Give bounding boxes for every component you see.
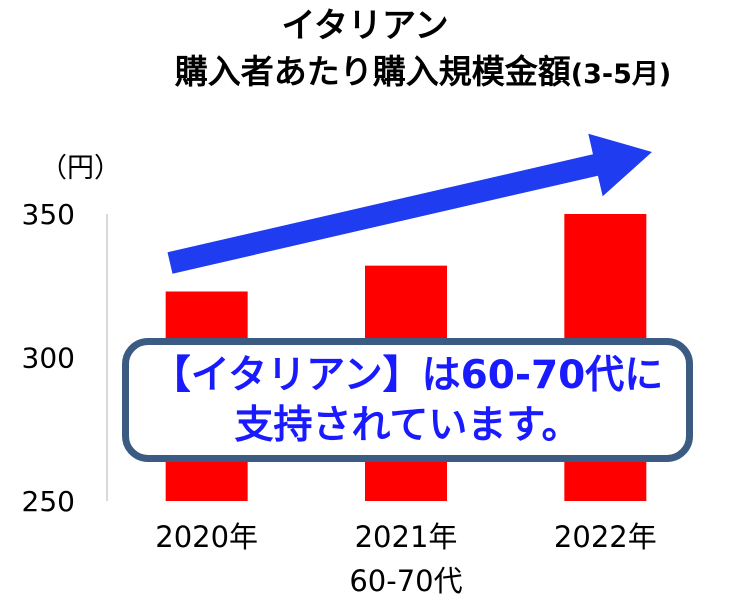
y-tick-label: 250 <box>22 485 75 518</box>
chart-title: イタリアン <box>281 6 449 46</box>
chart-subtitle: 購入者あたり購入規模金額(3-5月) <box>0 52 730 95</box>
chart-subtitle-main: 購入者あたり購入規模金額 <box>174 52 571 91</box>
callout-line-2: 支持されています。 <box>234 403 581 448</box>
callout-box: 【イタリアン】は60-70代に 支持されています。 <box>122 338 693 462</box>
chart-subtitle-period: (3-5月) <box>570 59 672 90</box>
x-tick-label: 2020年 <box>155 520 258 554</box>
y-tick-label: 300 <box>22 342 75 375</box>
x-ticks-group: 2020年 2021年 2022年 <box>155 520 656 554</box>
y-ticks-group: 250 300 350 <box>22 198 75 518</box>
x-tick-label: 2022年 <box>554 520 657 554</box>
callout-line-1: 【イタリアン】は60-70代に <box>151 353 664 398</box>
x-axis-label: 60-70代 <box>349 564 462 598</box>
x-tick-label: 2021年 <box>355 520 458 554</box>
y-axis-unit: （円） <box>40 153 121 184</box>
trend-arrow <box>167 133 652 274</box>
y-tick-label: 350 <box>22 198 75 231</box>
